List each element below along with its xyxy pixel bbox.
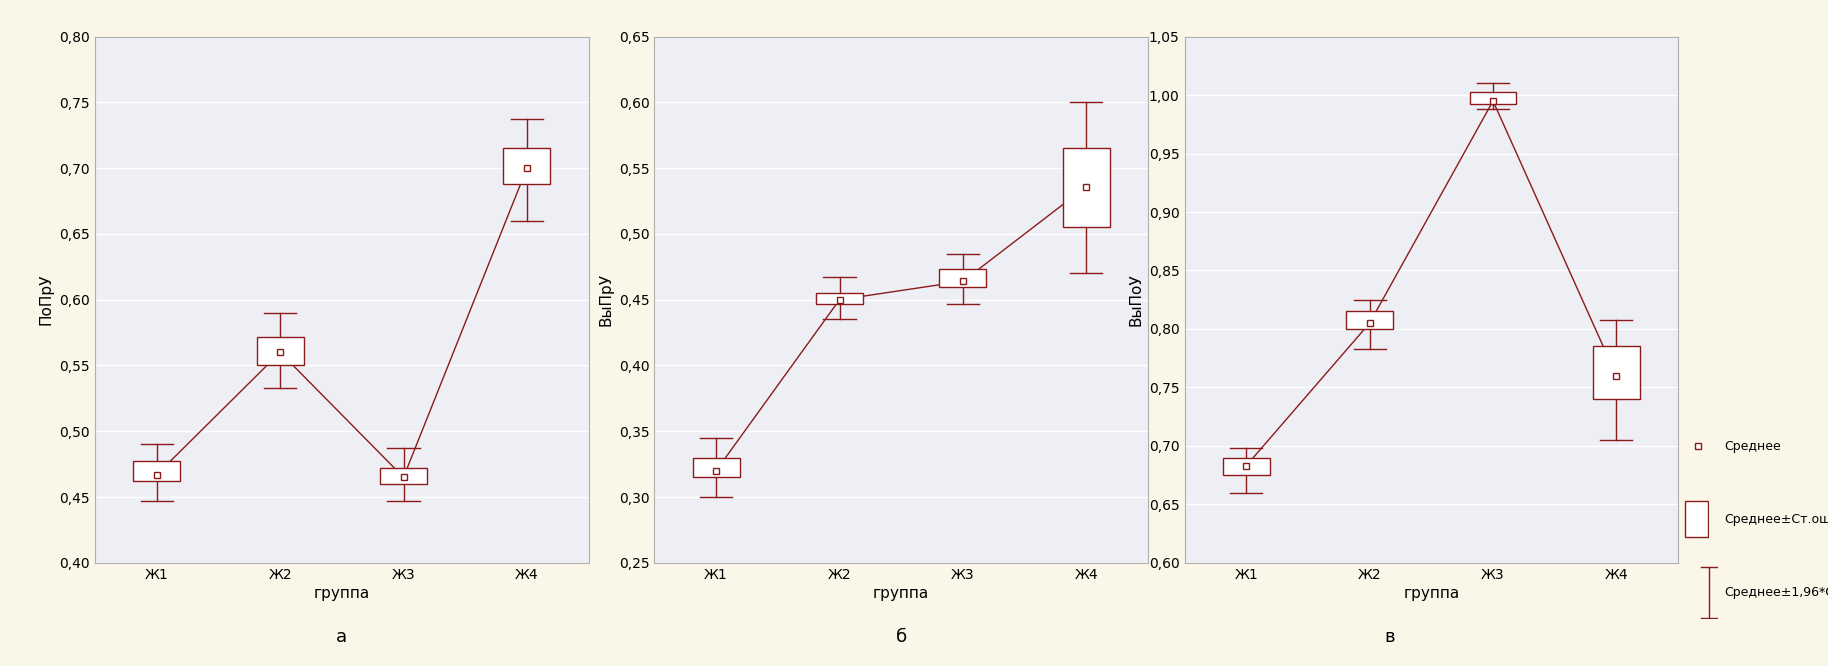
Y-axis label: ВыПрУ: ВыПрУ — [598, 273, 612, 326]
Bar — [815, 293, 863, 304]
Text: в: в — [1384, 628, 1395, 646]
Text: Среднее: Среднее — [1724, 440, 1780, 453]
Bar — [256, 336, 303, 366]
Bar — [1062, 149, 1110, 227]
Bar — [1592, 346, 1640, 399]
Bar — [1345, 312, 1393, 329]
Bar — [503, 149, 550, 184]
Text: б: б — [896, 628, 907, 646]
X-axis label: группа: группа — [314, 586, 369, 601]
Text: Среднее±1,96*Ст.ош.: Среднее±1,96*Ст.ош. — [1724, 586, 1828, 599]
Bar — [1470, 92, 1517, 105]
Text: Среднее±Ст.ош.: Среднее±Ст.ош. — [1724, 513, 1828, 526]
Bar — [1223, 458, 1270, 475]
Y-axis label: ВыПоУ: ВыПоУ — [1128, 273, 1142, 326]
Bar — [133, 462, 181, 482]
Bar — [380, 468, 428, 484]
X-axis label: группа: группа — [874, 586, 929, 601]
Bar — [693, 458, 740, 478]
Y-axis label: ПоПрУ: ПоПрУ — [38, 274, 53, 326]
X-axis label: группа: группа — [1404, 586, 1459, 601]
Text: а: а — [336, 628, 347, 646]
Bar — [940, 270, 987, 286]
